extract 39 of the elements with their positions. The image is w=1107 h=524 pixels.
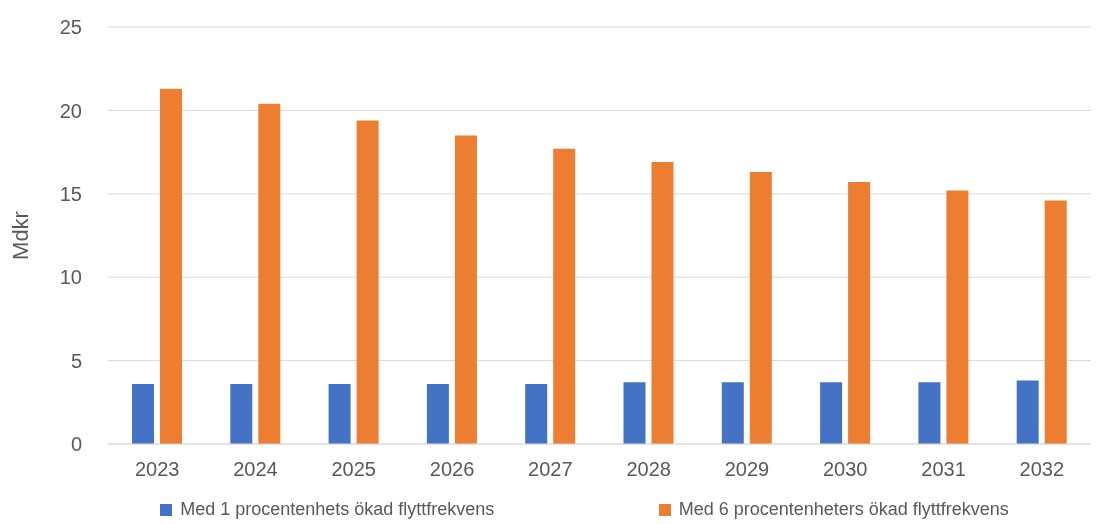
bar — [1016, 380, 1039, 444]
bar — [848, 182, 871, 444]
bar — [454, 135, 477, 444]
bar — [749, 172, 772, 444]
bar — [356, 120, 379, 444]
y-tick-label: 25 — [59, 16, 82, 39]
bar — [132, 383, 154, 444]
bar — [553, 148, 576, 444]
x-tick-label: 2030 — [823, 458, 868, 481]
x-tick-label: 2025 — [331, 458, 376, 481]
y-tick-label: 15 — [59, 182, 82, 205]
x-tick-label: 2028 — [626, 458, 671, 481]
x-tick-label: 2027 — [528, 458, 573, 481]
bar — [1044, 200, 1067, 444]
bar — [623, 382, 646, 444]
x-tick-label: 2032 — [1019, 458, 1065, 481]
bar — [820, 382, 843, 444]
bar — [426, 383, 449, 444]
x-tick-label: 2023 — [134, 458, 180, 481]
x-tick-label: 2031 — [921, 458, 966, 481]
x-tick-label: 2029 — [724, 458, 770, 481]
bar — [721, 382, 744, 444]
legend-label: Med 6 procentenheters ökad flyttfrekvens — [678, 499, 1009, 520]
y-axis-title: Mdkr — [7, 211, 33, 260]
bar — [918, 382, 941, 444]
bar — [651, 162, 674, 444]
y-tick-label: 20 — [59, 99, 82, 122]
bar — [160, 88, 182, 444]
bar — [230, 383, 253, 444]
bar — [525, 383, 548, 444]
x-tick-label: 2026 — [429, 458, 475, 481]
y-tick-label: 0 — [70, 433, 82, 456]
legend-label: Med 1 procentenhets ökad flyttfrekvens — [180, 499, 495, 520]
bar — [258, 103, 281, 444]
x-tick-label: 2024 — [233, 458, 278, 481]
y-tick-label: 5 — [70, 349, 82, 372]
bar — [328, 383, 351, 444]
bar — [946, 190, 969, 444]
y-tick-label: 10 — [59, 266, 82, 289]
